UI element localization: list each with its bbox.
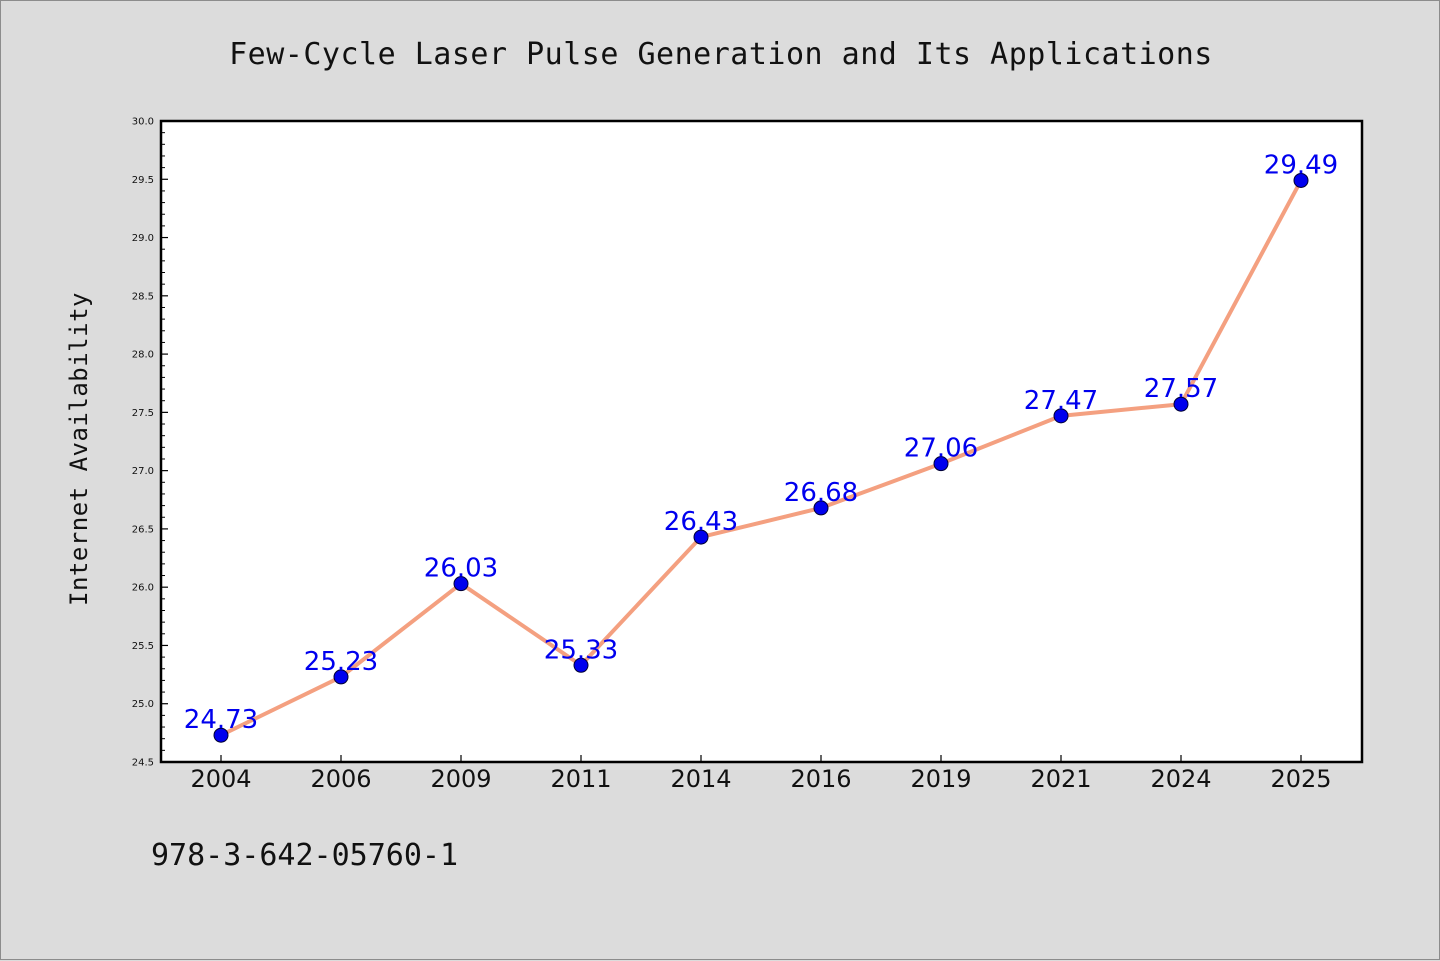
- data-label: 26.68: [784, 478, 858, 508]
- data-point-marker: [933, 456, 949, 472]
- y-tick-label: 30.0: [132, 117, 154, 128]
- data-label: 25.33: [544, 635, 618, 665]
- x-tick-label: 2014: [670, 765, 731, 793]
- y-tick-label: 24.5: [132, 758, 154, 769]
- x-tick-label: 2021: [1030, 765, 1091, 793]
- x-tick-label: 2024: [1150, 765, 1211, 793]
- plot-area: [159, 119, 1364, 764]
- data-point-marker: [1173, 396, 1189, 412]
- data-point-marker: [453, 576, 469, 592]
- y-axis-ticks: 24.5 25.0 25.5 26.0 26.5 27.0 27.5 28.0 28.5 29.0…: [132, 117, 168, 769]
- data-label: 25.23: [304, 647, 378, 677]
- data-point-marker: [333, 669, 349, 685]
- y-tick-label: 25.5: [132, 641, 154, 652]
- x-tick-label: 2004: [190, 765, 251, 793]
- data-label: 24.73: [184, 705, 258, 735]
- x-tick-label: 2025: [1270, 765, 1331, 793]
- data-point-marker: [813, 500, 829, 516]
- data-point-marker: [573, 657, 589, 673]
- y-tick-label: 27.0: [132, 466, 154, 477]
- x-tick-label: 2016: [790, 765, 851, 793]
- data-point-marker: [693, 529, 709, 545]
- data-label: 29.49: [1264, 150, 1338, 180]
- y-tick-label: 29.5: [132, 175, 154, 186]
- data-label: 26.43: [664, 507, 738, 537]
- x-tick-label: 2019: [910, 765, 971, 793]
- data-point-marker: [213, 727, 229, 743]
- y-tick-label: 28.5: [132, 291, 154, 302]
- data-point-marker: [1293, 172, 1309, 188]
- y-tick-label: 27.5: [132, 408, 154, 419]
- data-label: 26.03: [424, 554, 498, 584]
- data-labels: 24.73 25.23 26.03 25.33 26.43 26.68 27.06 27.47…: [184, 150, 1338, 735]
- y-axis-label: Internet Availability: [65, 292, 93, 606]
- isbn-text: 978-3-642-05760-1: [151, 838, 458, 873]
- y-tick-label: 26.5: [132, 524, 154, 535]
- x-tick-label: 2006: [310, 765, 371, 793]
- x-tick-label: 2011: [550, 765, 611, 793]
- chart-title: Few-Cycle Laser Pulse Generation and Its…: [229, 37, 1213, 72]
- data-label: 27.06: [904, 434, 978, 464]
- data-label: 27.57: [1144, 374, 1218, 404]
- y-tick-label: 26.0: [132, 583, 154, 594]
- data-markers: [213, 172, 1309, 743]
- data-point-marker: [1053, 408, 1069, 424]
- data-label: 27.47: [1024, 386, 1098, 416]
- y-tick-label: 29.0: [132, 233, 154, 244]
- x-axis-ticks: 2004 2006 2009 2011 2014 2016 2019 2021 2024 2025: [190, 755, 1332, 793]
- y-tick-label: 28.0: [132, 350, 154, 361]
- series-line: [219, 178, 1303, 738]
- x-tick-label: 2009: [430, 765, 491, 793]
- y-tick-label: 25.0: [132, 699, 154, 710]
